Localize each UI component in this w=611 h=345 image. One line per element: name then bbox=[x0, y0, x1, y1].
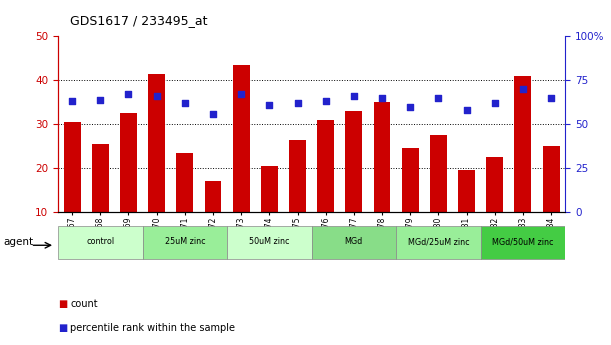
Bar bbox=[177, 153, 193, 212]
Text: control: control bbox=[86, 237, 114, 246]
Bar bbox=[64, 122, 81, 212]
Text: MGd/50uM zinc: MGd/50uM zinc bbox=[492, 237, 554, 246]
Text: MGd/25uM zinc: MGd/25uM zinc bbox=[408, 237, 469, 246]
Point bbox=[349, 93, 359, 99]
Point bbox=[152, 93, 161, 99]
Point bbox=[321, 99, 331, 104]
Bar bbox=[317, 120, 334, 212]
Bar bbox=[233, 65, 250, 212]
Bar bbox=[289, 140, 306, 212]
Point bbox=[462, 107, 472, 113]
Bar bbox=[543, 146, 560, 212]
Point bbox=[180, 100, 189, 106]
Point bbox=[208, 111, 218, 116]
Point bbox=[377, 95, 387, 100]
Text: percentile rank within the sample: percentile rank within the sample bbox=[70, 323, 235, 333]
Point bbox=[293, 100, 302, 106]
Bar bbox=[514, 76, 532, 212]
Point bbox=[67, 99, 77, 104]
Point bbox=[546, 95, 556, 100]
Text: GDS1617 / 233495_at: GDS1617 / 233495_at bbox=[70, 14, 208, 27]
Text: agent: agent bbox=[3, 237, 33, 247]
FancyBboxPatch shape bbox=[227, 226, 312, 259]
Text: ■: ■ bbox=[58, 299, 67, 308]
FancyBboxPatch shape bbox=[481, 226, 565, 259]
Bar bbox=[373, 102, 390, 212]
Point bbox=[434, 95, 444, 100]
Text: 25uM zinc: 25uM zinc bbox=[164, 237, 205, 246]
Bar bbox=[261, 166, 278, 212]
Bar bbox=[345, 111, 362, 212]
Text: count: count bbox=[70, 299, 98, 308]
Bar bbox=[402, 148, 419, 212]
FancyBboxPatch shape bbox=[58, 226, 142, 259]
Point bbox=[265, 102, 274, 108]
Point bbox=[518, 86, 528, 92]
Bar bbox=[148, 73, 165, 212]
Bar bbox=[486, 157, 503, 212]
Text: 50uM zinc: 50uM zinc bbox=[249, 237, 290, 246]
Bar bbox=[120, 113, 137, 212]
Point bbox=[405, 104, 415, 109]
Point bbox=[95, 97, 105, 102]
Text: ■: ■ bbox=[58, 323, 67, 333]
Bar bbox=[430, 135, 447, 212]
FancyBboxPatch shape bbox=[312, 226, 396, 259]
Bar bbox=[205, 181, 221, 212]
Bar bbox=[458, 170, 475, 212]
Point bbox=[490, 100, 500, 106]
Point bbox=[236, 91, 246, 97]
FancyBboxPatch shape bbox=[396, 226, 481, 259]
Bar bbox=[92, 144, 109, 212]
FancyBboxPatch shape bbox=[142, 226, 227, 259]
Text: MGd: MGd bbox=[345, 237, 363, 246]
Point bbox=[123, 91, 133, 97]
